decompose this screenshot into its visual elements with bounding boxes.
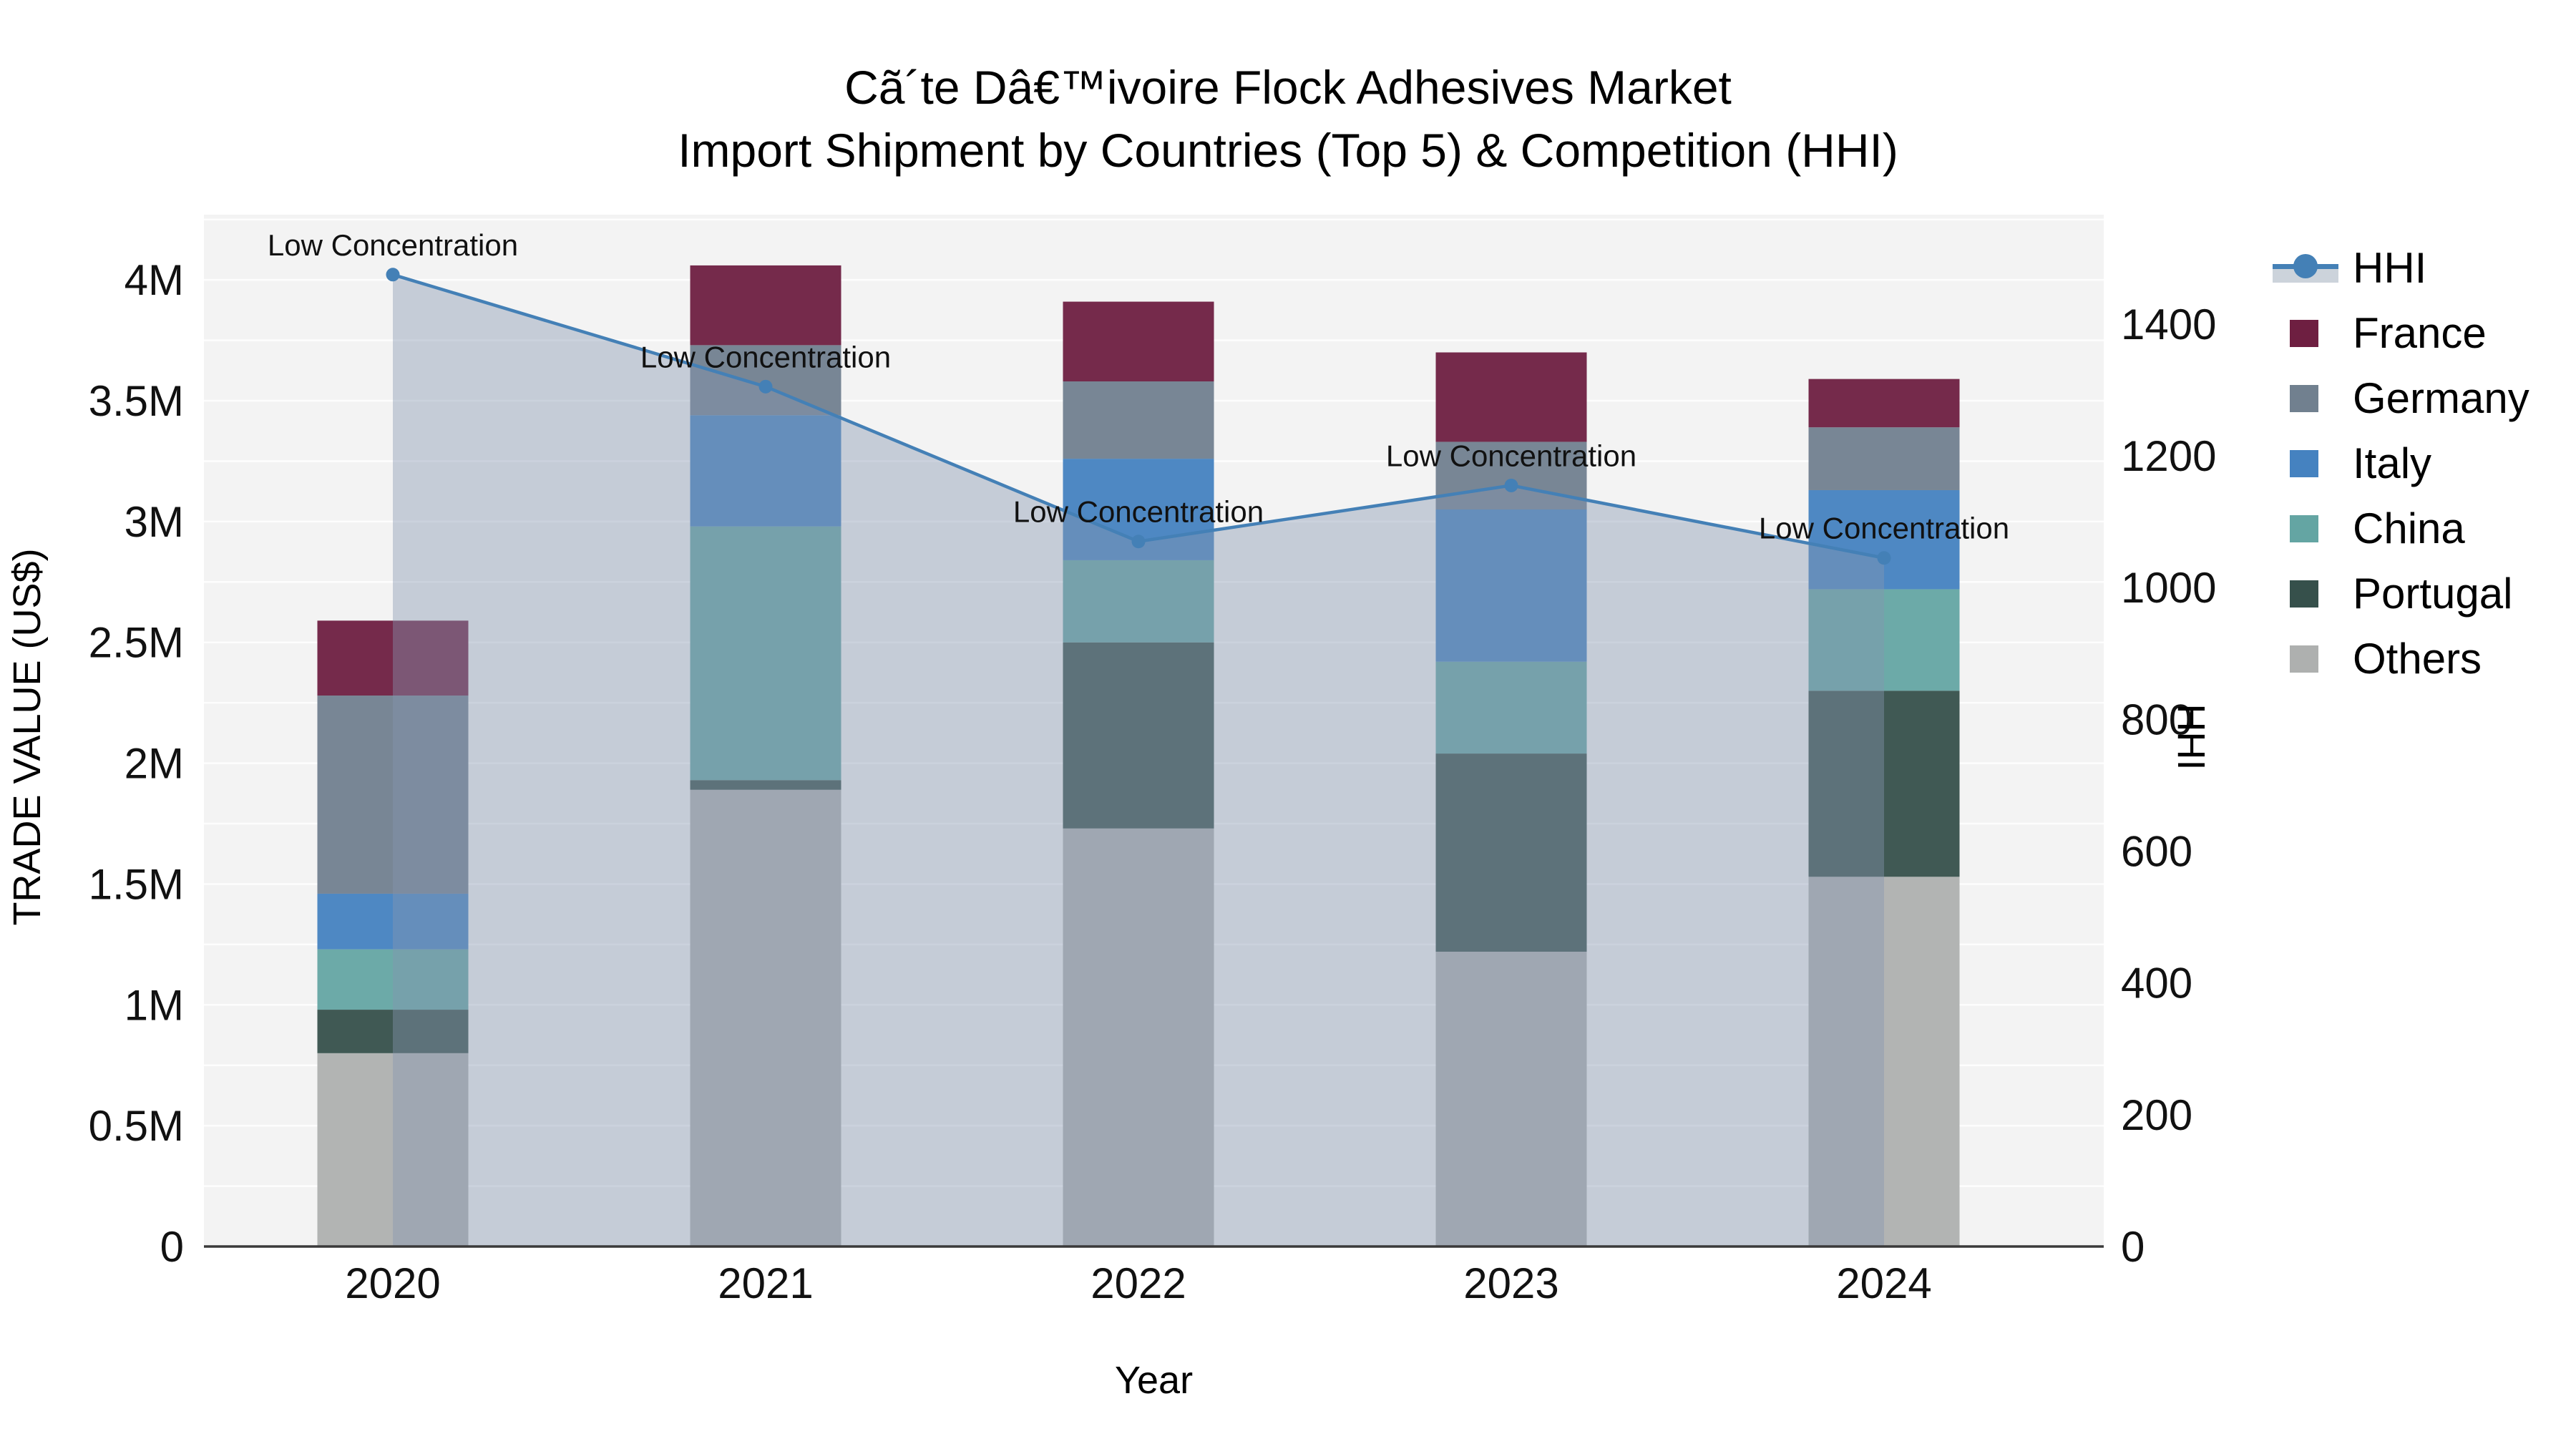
legend-row-china: China bbox=[2273, 496, 2529, 561]
bar-segment-italy-2023 bbox=[1435, 509, 1587, 662]
hhi-point-marker-2021 bbox=[758, 379, 773, 394]
bar-segment-italy-2020 bbox=[317, 893, 469, 950]
bar-segment-germany-2020 bbox=[317, 696, 469, 894]
hhi-point-marker-2024 bbox=[1877, 551, 1891, 565]
y-left-tick-label: 0 bbox=[160, 1223, 184, 1271]
legend-label-others: Others bbox=[2353, 635, 2482, 683]
y-axis-label-left: TRADE VALUE (US$) bbox=[6, 548, 49, 926]
legend-row-germany: Germany bbox=[2273, 366, 2529, 431]
bar-segment-portugal-2021 bbox=[690, 780, 841, 790]
bar-segment-others-2024 bbox=[1808, 877, 1960, 1246]
y-right-tick-label: 1400 bbox=[2121, 301, 2216, 348]
bar-segment-italy-2021 bbox=[690, 415, 841, 527]
x-axis-label: Year bbox=[1114, 1359, 1194, 1402]
legend-label-italy: Italy bbox=[2353, 439, 2432, 487]
bar-segment-germany-2023 bbox=[1435, 441, 1587, 509]
bar-segment-germany-2022 bbox=[1063, 381, 1214, 459]
legend-row-italy: Italy bbox=[2273, 431, 2529, 496]
hhi-area-fill bbox=[393, 274, 1884, 1246]
hhi-point-marker-2022 bbox=[1131, 535, 1146, 549]
y-right-tick-label: 600 bbox=[2121, 828, 2192, 876]
bar-segment-china-2023 bbox=[1435, 661, 1587, 754]
y-right-tick-label: 0 bbox=[2121, 1223, 2145, 1271]
bar-segment-china-2022 bbox=[1063, 560, 1214, 643]
chart-title-line2: Import Shipment by Countries (Top 5) & C… bbox=[678, 124, 1898, 177]
legend-row-hhi: HHI bbox=[2273, 235, 2529, 301]
y-right-tick-label: 1000 bbox=[2121, 564, 2216, 612]
bar-segment-china-2024 bbox=[1808, 589, 1960, 691]
legend-label-china: China bbox=[2353, 504, 2465, 552]
y-left-tick-label: 1.5M bbox=[89, 860, 184, 908]
legend-swatch-others bbox=[2290, 645, 2318, 673]
y-left-tick-label: 0.5M bbox=[89, 1102, 184, 1150]
bar-segment-germany-2024 bbox=[1808, 427, 1960, 490]
legend-swatch-portugal bbox=[2290, 580, 2318, 608]
bar-segment-portugal-2022 bbox=[1063, 642, 1214, 829]
y-left-tick-label: 3.5M bbox=[89, 377, 184, 425]
bar-segment-france-2020 bbox=[317, 620, 469, 696]
legend-label-germany: Germany bbox=[2353, 374, 2529, 422]
hhi-point-marker-2020 bbox=[386, 268, 400, 282]
y-axis-label-right: HHI bbox=[2170, 703, 2212, 771]
bar-segment-italy-2024 bbox=[1808, 489, 1960, 590]
legend-swatch-germany bbox=[2290, 384, 2318, 412]
y-left-tick-label: 1M bbox=[125, 981, 184, 1029]
y-right-tick-label: 200 bbox=[2121, 1091, 2192, 1139]
chart-title: Cã´te Dâ€™ivoire Flock Adhesives Market … bbox=[0, 56, 2576, 182]
legend: HHI France Germany Italy China Portugal … bbox=[2273, 235, 2529, 691]
legend-swatch-italy bbox=[2290, 449, 2318, 477]
y-right-tick-label: 800 bbox=[2121, 696, 2192, 743]
legend-swatch-france bbox=[2290, 319, 2318, 347]
bar-segment-china-2021 bbox=[690, 526, 841, 781]
annotation-label-2022: Low Concentration bbox=[1013, 495, 1264, 529]
chart-title-line1: Cã´te Dâ€™ivoire Flock Adhesives Market bbox=[844, 61, 1732, 114]
y-left-tick-label: 2.5M bbox=[89, 619, 184, 667]
bar-segment-others-2021 bbox=[690, 789, 841, 1246]
legend-label-portugal: Portugal bbox=[2353, 570, 2513, 618]
hhi-line-swatch-graphic bbox=[2273, 253, 2338, 283]
x-tick-label-2022: 2022 bbox=[1091, 1259, 1186, 1307]
bar-segment-others-2023 bbox=[1435, 952, 1587, 1246]
y-left-tick-label: 4M bbox=[125, 256, 184, 304]
x-tick-label-2023: 2023 bbox=[1463, 1259, 1558, 1307]
bar-segment-france-2022 bbox=[1063, 301, 1214, 382]
legend-row-france: France bbox=[2273, 301, 2529, 366]
annotation-label-2023: Low Concentration bbox=[1386, 439, 1636, 472]
legend-label-hhi: HHI bbox=[2353, 244, 2427, 292]
y-right-tick-label: 1200 bbox=[2121, 432, 2216, 480]
x-tick-label-2024: 2024 bbox=[1836, 1259, 1931, 1307]
x-tick-label-2020: 2020 bbox=[345, 1259, 440, 1307]
bar-segment-china-2020 bbox=[317, 949, 469, 1010]
legend-row-portugal: Portugal bbox=[2273, 561, 2529, 626]
hhi-line-marker-icon bbox=[2293, 253, 2318, 278]
y-left-tick-label: 3M bbox=[125, 498, 184, 546]
bar-segment-france-2024 bbox=[1808, 379, 1960, 428]
annotation-label-2021: Low Concentration bbox=[640, 340, 891, 374]
bar-segment-others-2022 bbox=[1063, 828, 1214, 1246]
hhi-line-swatch bbox=[2273, 253, 2351, 283]
annotation-label-2024: Low Concentration bbox=[1759, 512, 2009, 545]
annotation-label-2020: Low Concentration bbox=[268, 228, 518, 262]
hhi-point-marker-2023 bbox=[1504, 478, 1518, 492]
legend-row-others: Others bbox=[2273, 626, 2529, 691]
legend-swatch-china bbox=[2290, 514, 2318, 542]
bar-segment-portugal-2020 bbox=[317, 1010, 469, 1053]
bar-segment-others-2020 bbox=[317, 1053, 469, 1246]
y-right-tick-label: 400 bbox=[2121, 960, 2192, 1008]
bar-segment-portugal-2023 bbox=[1435, 753, 1587, 952]
bar-segment-france-2023 bbox=[1435, 352, 1587, 442]
legend-label-france: France bbox=[2353, 309, 2487, 357]
y-left-tick-label: 2M bbox=[125, 740, 184, 788]
x-tick-label-2021: 2021 bbox=[718, 1259, 813, 1307]
bar-segment-portugal-2024 bbox=[1808, 691, 1960, 877]
bar-segment-france-2021 bbox=[690, 265, 841, 346]
